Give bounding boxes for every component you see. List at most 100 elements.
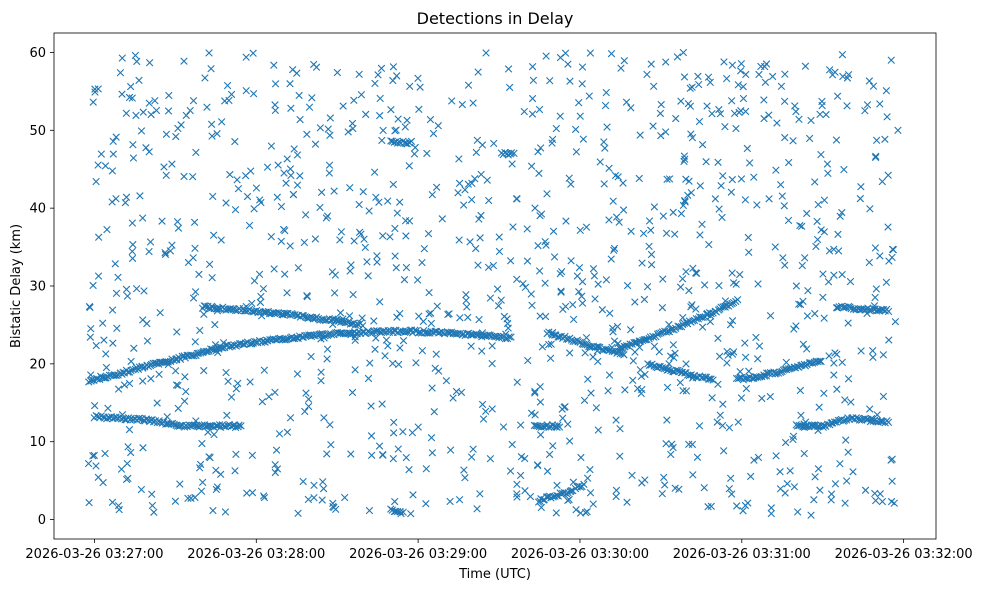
data-point xyxy=(885,257,893,265)
data-point xyxy=(557,288,565,296)
data-point xyxy=(765,111,773,119)
data-point xyxy=(701,373,709,381)
data-point xyxy=(237,422,245,430)
data-point xyxy=(536,144,545,152)
data-point xyxy=(355,200,363,209)
data-point xyxy=(828,419,837,427)
data-point xyxy=(606,309,614,317)
data-point xyxy=(182,111,190,120)
data-point xyxy=(191,493,199,502)
data-point xyxy=(838,208,846,217)
data-point xyxy=(208,302,216,310)
data-point xyxy=(786,467,794,475)
data-point xyxy=(379,451,387,459)
data-point xyxy=(195,270,203,279)
data-point xyxy=(721,303,729,311)
data-point xyxy=(430,408,438,416)
data-point xyxy=(798,261,806,270)
data-point xyxy=(372,193,380,202)
data-point xyxy=(733,295,742,304)
data-point xyxy=(391,224,399,233)
data-point xyxy=(468,179,476,187)
data-point xyxy=(784,158,793,167)
data-point xyxy=(151,97,159,105)
data-point xyxy=(594,280,602,288)
data-point xyxy=(205,260,214,268)
data-point xyxy=(418,258,426,267)
data-point xyxy=(162,130,171,138)
data-point xyxy=(577,453,585,462)
data-point xyxy=(451,329,459,338)
data-point xyxy=(719,400,727,408)
data-point xyxy=(684,99,693,108)
data-point xyxy=(223,411,231,420)
data-point xyxy=(367,451,376,459)
data-point xyxy=(455,236,463,244)
data-point xyxy=(888,477,896,485)
data-point xyxy=(689,471,697,479)
data-point xyxy=(839,72,847,81)
data-point xyxy=(319,484,328,493)
data-point xyxy=(513,275,521,283)
data-point xyxy=(591,295,599,303)
data-point xyxy=(222,368,230,377)
data-point xyxy=(320,414,328,422)
data-point xyxy=(726,474,735,483)
data-point xyxy=(355,70,363,79)
data-point xyxy=(389,429,398,437)
data-point xyxy=(482,49,490,57)
data-point xyxy=(476,234,484,242)
data-point xyxy=(192,148,200,157)
data-point xyxy=(695,422,704,430)
data-point xyxy=(521,283,530,292)
data-point xyxy=(125,379,134,388)
data-point xyxy=(643,70,651,79)
data-point xyxy=(270,265,278,273)
data-point xyxy=(593,347,602,355)
data-point xyxy=(660,481,669,489)
data-point xyxy=(274,161,282,169)
data-point xyxy=(132,111,140,120)
data-point xyxy=(286,80,294,88)
data-point xyxy=(295,91,303,100)
data-point xyxy=(101,449,109,458)
data-point xyxy=(638,259,646,267)
data-point xyxy=(565,495,573,504)
data-point xyxy=(647,60,655,68)
data-point xyxy=(467,195,476,204)
data-point xyxy=(370,317,378,325)
data-point xyxy=(87,324,95,333)
data-point xyxy=(287,104,295,112)
data-point xyxy=(501,148,509,157)
data-point xyxy=(233,176,241,184)
data-point xyxy=(564,420,572,428)
y-tick-label: 0 xyxy=(38,513,46,528)
data-point xyxy=(223,81,232,90)
data-point xyxy=(89,98,97,106)
data-point xyxy=(702,158,710,166)
data-point xyxy=(132,284,141,293)
data-point xyxy=(474,68,482,76)
data-point xyxy=(427,319,436,328)
data-point xyxy=(616,347,624,356)
data-point xyxy=(375,442,384,450)
data-point xyxy=(429,129,438,138)
y-tick-label: 50 xyxy=(29,124,46,139)
data-point xyxy=(662,58,670,66)
data-point xyxy=(612,492,620,501)
data-point xyxy=(878,177,886,186)
data-point xyxy=(737,59,746,68)
data-point xyxy=(361,243,369,252)
data-point xyxy=(245,221,254,230)
data-point xyxy=(344,128,352,136)
data-point xyxy=(650,342,659,350)
data-point xyxy=(840,165,848,174)
data-point xyxy=(442,377,451,385)
data-point xyxy=(792,107,800,116)
data-point xyxy=(649,122,657,130)
data-point xyxy=(565,174,573,182)
data-point xyxy=(755,70,763,79)
data-point xyxy=(267,233,275,241)
data-point xyxy=(610,244,619,253)
data-point xyxy=(256,196,264,204)
